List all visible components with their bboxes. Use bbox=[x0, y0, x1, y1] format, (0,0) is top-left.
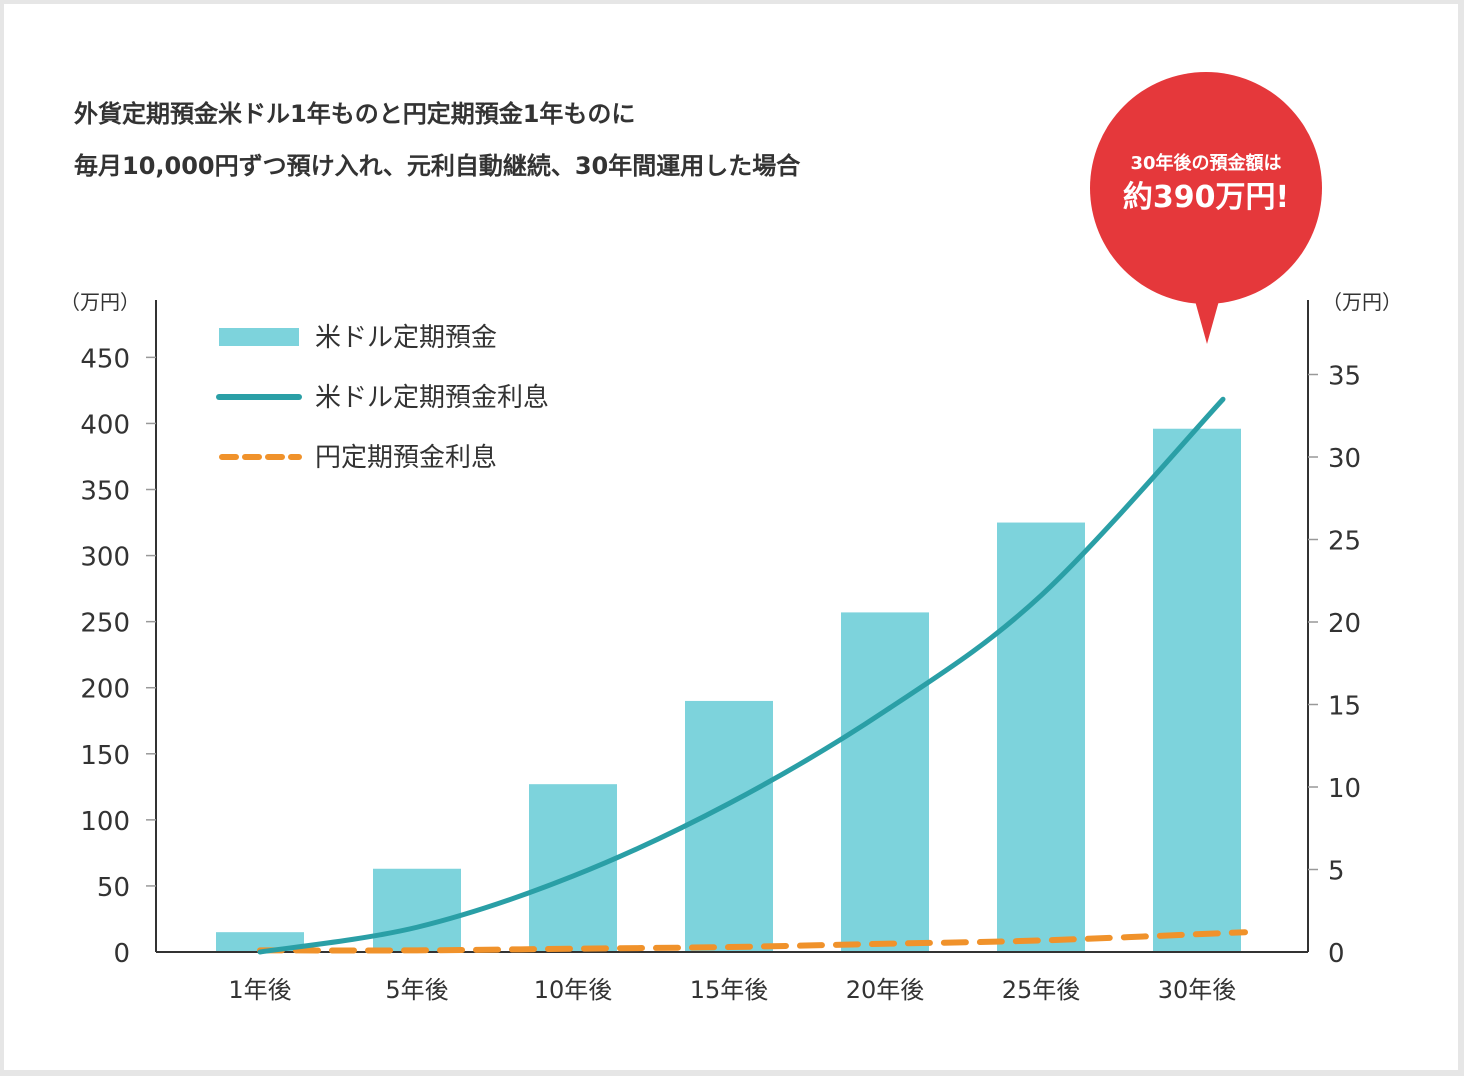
y-left-tick-label-250: 250 bbox=[80, 609, 130, 639]
bar-4 bbox=[685, 700, 773, 952]
x-tick-label-6: 25年後 bbox=[1002, 976, 1081, 1004]
line-usd-interest bbox=[257, 396, 1226, 955]
y-left-tick-label-0: 0 bbox=[113, 939, 130, 969]
legend-label-2: 米ドル定期預金利息 bbox=[315, 383, 549, 413]
x-tick-label-2: 5年後 bbox=[385, 976, 448, 1004]
legend-label-1: 米ドル定期預金 bbox=[315, 323, 497, 353]
x-tick-label-7: 30年後 bbox=[1158, 976, 1237, 1004]
y-right-tick-label-20: 20 bbox=[1328, 609, 1361, 639]
y-left-unit-label: （万円） bbox=[60, 290, 140, 314]
legend-label-3: 円定期預金利息 bbox=[315, 443, 497, 473]
chart-title-line-1: 外貨定期預金米ドル1年ものと円定期預金1年ものに bbox=[74, 100, 636, 128]
y-right-tick-label-25: 25 bbox=[1328, 527, 1361, 557]
y-left-tick-label-200: 200 bbox=[80, 675, 130, 705]
y-right-tick-label-30: 30 bbox=[1328, 444, 1361, 474]
y-right-tick-label-15: 15 bbox=[1328, 692, 1361, 722]
y-right-tick-label-0: 0 bbox=[1328, 939, 1345, 969]
chart-title: 外貨定期預金米ドル1年ものと円定期預金1年ものに 毎月10,000円ずつ預け入れ… bbox=[74, 88, 800, 192]
y-left-tick-label-350: 350 bbox=[80, 477, 130, 507]
y-right-tick-label-5: 5 bbox=[1328, 857, 1345, 887]
y-right-tick-label-10: 10 bbox=[1328, 774, 1361, 804]
bar-7 bbox=[1153, 428, 1241, 952]
y-left-tick-label-150: 150 bbox=[80, 741, 130, 771]
x-tick-label-5: 20年後 bbox=[846, 976, 925, 1004]
legend-swatch-bar bbox=[219, 328, 299, 346]
bar-3 bbox=[529, 784, 617, 952]
y-left-tick-label-450: 450 bbox=[80, 344, 130, 374]
y-left-tick-label-300: 300 bbox=[80, 543, 130, 573]
x-tick-label-4: 15年後 bbox=[690, 976, 769, 1004]
y-left-tick-label-100: 100 bbox=[80, 807, 130, 837]
callout-line-1: 30年後の預金額は bbox=[1130, 153, 1282, 174]
callout-bubble-text: 30年後の預金額は 約390万円! bbox=[1090, 150, 1322, 218]
callout-bubble-tail bbox=[1192, 290, 1222, 344]
x-tick-label-1: 1年後 bbox=[228, 976, 291, 1004]
y-left-tick-label-400: 400 bbox=[80, 410, 130, 440]
line-yen-interest bbox=[257, 929, 1248, 954]
callout-line-2: 約390万円! bbox=[1122, 180, 1290, 215]
bar-6 bbox=[997, 522, 1085, 952]
callout-bubble bbox=[1090, 72, 1322, 304]
y-right-tick-label-35: 35 bbox=[1328, 362, 1361, 392]
bar-2 bbox=[373, 868, 461, 952]
chart-title-line-2: 毎月10,000円ずつ預け入れ、元利自動継続、30年間運用した場合 bbox=[74, 152, 801, 180]
bar-5 bbox=[841, 612, 929, 952]
y-right-unit-label: （万円） bbox=[1322, 290, 1402, 314]
y-left-tick-label-50: 50 bbox=[97, 873, 130, 903]
x-tick-label-3: 10年後 bbox=[534, 976, 613, 1004]
